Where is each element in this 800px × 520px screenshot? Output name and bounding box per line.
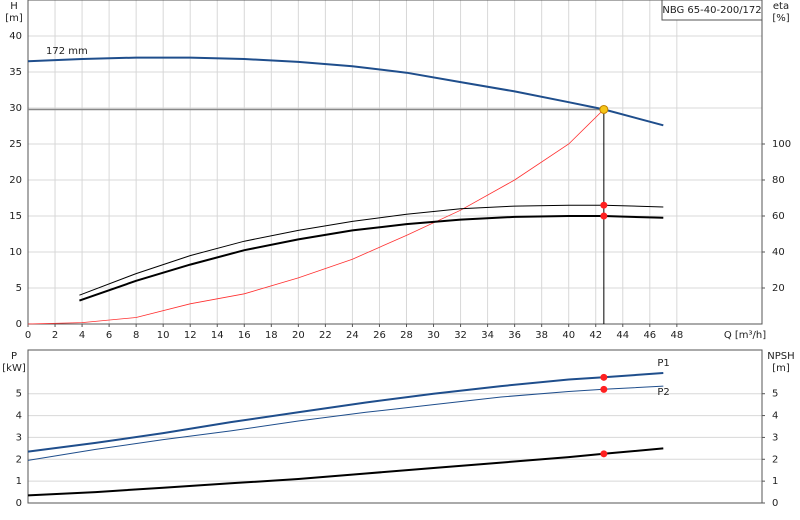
x-tick-label: 26 bbox=[373, 330, 386, 341]
x-tick-label: 22 bbox=[319, 330, 332, 341]
x-tick-label: 38 bbox=[535, 330, 548, 341]
series-label: 172 mm bbox=[46, 46, 88, 57]
x-axis-label: Q [m³/h] bbox=[724, 330, 766, 341]
y-tick-label: 5 bbox=[16, 389, 22, 400]
y-tick-label: 40 bbox=[9, 31, 22, 42]
x-tick-label: 42 bbox=[589, 330, 602, 341]
x-tick-label: 28 bbox=[400, 330, 413, 341]
x-tick-label: 40 bbox=[562, 330, 575, 341]
y-tick-label: 35 bbox=[9, 67, 22, 78]
y-tick-label: 0 bbox=[16, 498, 22, 509]
y-tick-label: 4 bbox=[16, 411, 22, 422]
y2-axis-unit: [m] bbox=[772, 363, 790, 374]
x-tick-label: 10 bbox=[157, 330, 170, 341]
y2-tick-label: 100 bbox=[772, 139, 791, 150]
y2-tick-label: 40 bbox=[772, 247, 785, 258]
y2-tick-label: 20 bbox=[772, 283, 785, 294]
x-tick-label: 48 bbox=[670, 330, 683, 341]
marker bbox=[600, 450, 608, 458]
title-box bbox=[661, 0, 763, 21]
x-tick-label: 6 bbox=[106, 330, 112, 341]
y2-tick-label: 5 bbox=[772, 389, 778, 400]
y-tick-label: 3 bbox=[16, 432, 22, 443]
curve bbox=[27, 109, 605, 325]
x-tick-label: 0 bbox=[25, 330, 31, 341]
y-tick-label: 10 bbox=[9, 247, 22, 258]
curve bbox=[27, 372, 664, 453]
marker bbox=[600, 385, 608, 393]
x-tick-label: 24 bbox=[346, 330, 359, 341]
x-tick-label: 44 bbox=[616, 330, 629, 341]
y2-tick-label: 1 bbox=[772, 476, 778, 487]
series-label: P2 bbox=[657, 387, 669, 398]
y-tick-label: 15 bbox=[9, 211, 22, 222]
x-tick-label: 4 bbox=[79, 330, 85, 341]
y2-tick-label: 2 bbox=[772, 454, 778, 465]
x-tick-label: 34 bbox=[481, 330, 494, 341]
x-tick-label: 12 bbox=[184, 330, 197, 341]
x-tick-label: 2 bbox=[52, 330, 58, 341]
curve bbox=[27, 447, 664, 497]
y2-tick-label: 0 bbox=[772, 498, 778, 509]
x-tick-label: 36 bbox=[508, 330, 521, 341]
chart-title: NBG 65-40-200/172 bbox=[662, 5, 761, 16]
plot-frame bbox=[27, 349, 763, 504]
duty-point bbox=[599, 104, 609, 114]
x-tick-label: 30 bbox=[427, 330, 440, 341]
plot-frame bbox=[27, 0, 763, 325]
y-tick-label: 30 bbox=[9, 103, 22, 114]
y2-axis-label: NPSH bbox=[767, 351, 794, 362]
marker bbox=[600, 201, 608, 209]
y-axis-label: H bbox=[10, 1, 18, 12]
y-tick-label: 5 bbox=[16, 283, 22, 294]
y-axis-unit: [m] bbox=[5, 13, 23, 24]
y-axis-label: P bbox=[11, 351, 17, 362]
x-tick-label: 8 bbox=[133, 330, 139, 341]
x-tick-label: 18 bbox=[265, 330, 278, 341]
y2-axis-unit: [%] bbox=[772, 13, 789, 24]
curve bbox=[27, 385, 664, 461]
y-axis-unit: [kW] bbox=[2, 363, 26, 374]
y2-tick-label: 3 bbox=[772, 432, 778, 443]
y-tick-label: 25 bbox=[9, 139, 22, 150]
series-label: P1 bbox=[657, 358, 669, 369]
curve bbox=[79, 204, 664, 296]
x-tick-label: 32 bbox=[454, 330, 467, 341]
y2-tick-label: 60 bbox=[772, 211, 785, 222]
y2-tick-label: 80 bbox=[772, 175, 785, 186]
x-tick-label: 14 bbox=[211, 330, 224, 341]
curve bbox=[79, 215, 664, 302]
x-tick-label: 46 bbox=[643, 330, 656, 341]
y-tick-label: 0 bbox=[16, 319, 22, 330]
marker bbox=[600, 212, 608, 220]
x-tick-label: 20 bbox=[292, 330, 305, 341]
y-tick-label: 2 bbox=[16, 454, 22, 465]
curve bbox=[27, 56, 664, 127]
y2-tick-label: 4 bbox=[772, 411, 778, 422]
marker bbox=[600, 373, 608, 381]
y2-axis-label: eta bbox=[773, 1, 789, 12]
y-tick-label: 20 bbox=[9, 175, 22, 186]
y-tick-label: 1 bbox=[16, 476, 22, 487]
x-tick-label: 16 bbox=[238, 330, 251, 341]
